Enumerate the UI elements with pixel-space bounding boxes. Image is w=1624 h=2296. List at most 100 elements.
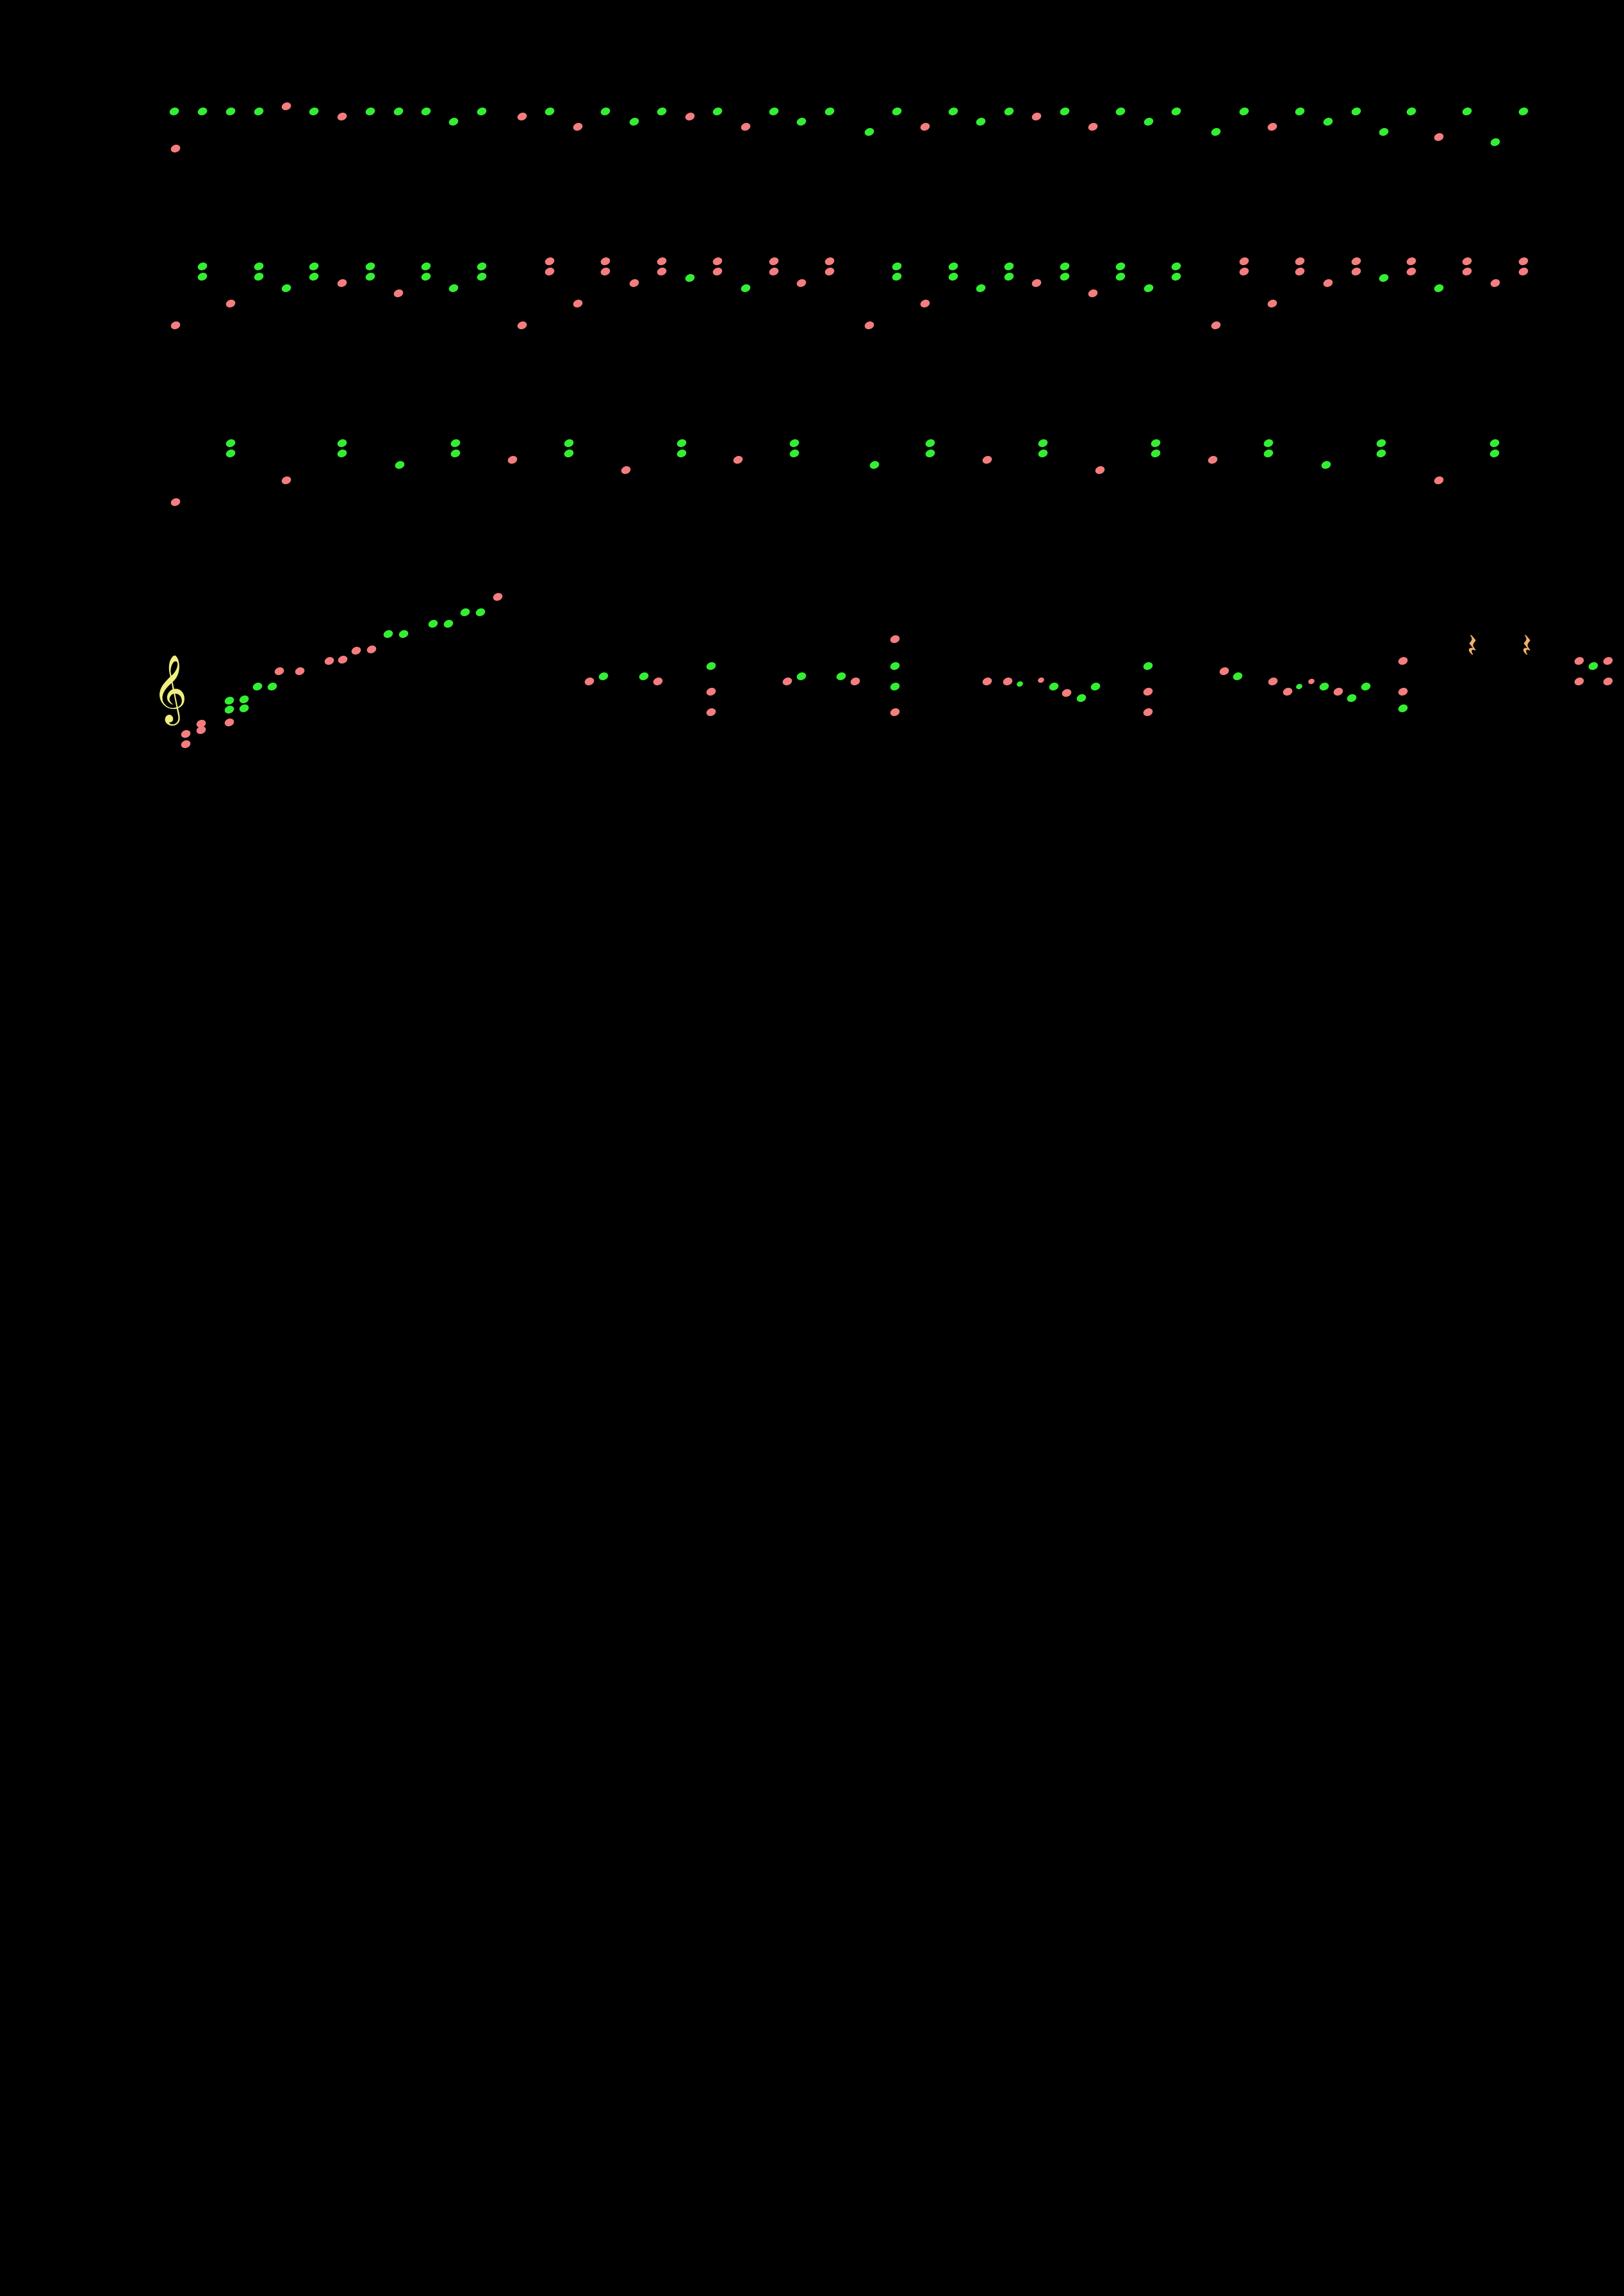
notehead-icon — [477, 107, 487, 116]
notehead-icon — [337, 112, 347, 121]
notehead-icon — [796, 279, 807, 288]
notehead-icon — [1295, 107, 1305, 116]
staff-system-3 — [170, 439, 1500, 507]
notehead-icon — [769, 267, 779, 276]
notehead-icon — [254, 272, 264, 281]
notehead-icon — [629, 117, 639, 126]
notehead-icon — [1038, 439, 1048, 448]
notehead-icon — [1268, 677, 1278, 686]
notehead-icon — [892, 272, 902, 281]
notehead-icon — [1060, 107, 1070, 116]
notehead-icon — [706, 662, 716, 671]
notehead-icon — [170, 498, 181, 507]
notehead-icon — [1379, 273, 1389, 282]
notehead-icon — [1088, 122, 1098, 131]
notehead-icon — [789, 449, 800, 458]
notehead-icon — [864, 127, 874, 136]
notehead-icon — [443, 619, 454, 628]
notehead-icon — [1004, 272, 1014, 281]
notehead-icon — [1031, 279, 1042, 288]
notehead-icon — [1603, 656, 1613, 665]
notehead-icon — [920, 299, 930, 308]
notehead-icon — [196, 719, 206, 728]
notehead-icon — [1038, 677, 1044, 683]
notehead-icon — [1574, 656, 1584, 665]
notehead-icon — [181, 740, 191, 749]
notehead-icon — [564, 439, 574, 448]
notehead-icon — [224, 696, 234, 705]
notehead-icon — [925, 449, 935, 458]
notehead-icon — [1143, 687, 1153, 696]
notehead-icon — [1049, 682, 1059, 691]
notehead-icon — [1115, 107, 1126, 116]
notehead-icon — [224, 705, 234, 714]
notehead-icon — [1347, 694, 1357, 703]
notehead-icon — [450, 439, 461, 448]
notehead-icon — [1143, 662, 1153, 671]
notehead-icon — [1115, 272, 1126, 281]
notehead-icon — [274, 667, 284, 676]
notehead-icon — [1574, 677, 1584, 686]
notehead-icon — [1295, 267, 1305, 276]
notehead-icon — [1263, 439, 1274, 448]
notehead-icon — [226, 449, 236, 458]
notehead-icon — [1038, 449, 1048, 458]
quarter-rest-icon: 𝄽 — [1521, 627, 1532, 665]
notehead-icon — [890, 682, 900, 691]
notehead-icon — [1060, 262, 1070, 271]
notehead-icon — [1143, 708, 1153, 717]
notehead-icon — [1267, 299, 1277, 308]
notehead-icon — [448, 117, 459, 126]
notehead-icon — [741, 122, 751, 131]
notehead-icon — [421, 262, 431, 271]
notehead-icon — [365, 262, 375, 271]
notehead-icon — [295, 667, 305, 676]
notehead-icon — [281, 102, 291, 111]
notehead-icon — [1239, 257, 1249, 266]
notehead-icon — [477, 272, 487, 281]
notehead-icon — [309, 272, 319, 281]
notehead-icon — [1406, 107, 1416, 116]
notehead-icon — [864, 321, 874, 330]
notehead-icon — [254, 262, 264, 271]
notehead-icon — [948, 107, 958, 116]
notehead-icon — [1398, 687, 1408, 696]
notehead-icon — [1144, 284, 1154, 293]
notehead-icon — [1308, 678, 1315, 685]
notehead-icon — [393, 289, 404, 298]
notehead-icon — [685, 273, 695, 282]
notehead-icon — [421, 272, 431, 281]
notehead-icon — [706, 708, 716, 717]
staff-system-4: 𝄞 𝄽 𝄽 — [152, 592, 1613, 749]
notehead-icon — [226, 107, 236, 116]
notehead-icon — [1062, 688, 1072, 697]
notehead-icon — [976, 284, 986, 293]
notehead-icon — [796, 672, 807, 681]
notehead-icon — [197, 262, 208, 271]
notehead-icon — [1361, 682, 1371, 691]
notehead-icon — [892, 107, 902, 116]
notehead-icon — [629, 279, 639, 288]
notehead-icon — [1462, 257, 1472, 266]
notehead-icon — [252, 682, 263, 691]
notehead-icon — [1171, 107, 1181, 116]
notehead-icon — [493, 592, 503, 601]
notehead-icon — [892, 262, 902, 271]
notehead-icon — [1267, 122, 1277, 131]
notehead-icon — [1060, 272, 1070, 281]
notehead-icon — [365, 272, 375, 281]
notehead-icon — [1319, 682, 1329, 691]
notehead-icon — [1208, 455, 1218, 464]
notehead-icon — [584, 677, 595, 686]
notehead-icon — [460, 608, 470, 617]
notehead-icon — [621, 466, 631, 475]
notehead-icon — [976, 117, 986, 126]
notehead-icon — [475, 608, 486, 617]
notehead-icon — [982, 677, 992, 686]
notehead-icon — [226, 439, 236, 448]
notehead-icon — [517, 112, 527, 121]
notehead-icon — [1434, 284, 1444, 293]
notehead-icon — [1351, 267, 1361, 276]
notehead-icon — [1434, 476, 1444, 485]
notehead-icon — [281, 284, 291, 293]
